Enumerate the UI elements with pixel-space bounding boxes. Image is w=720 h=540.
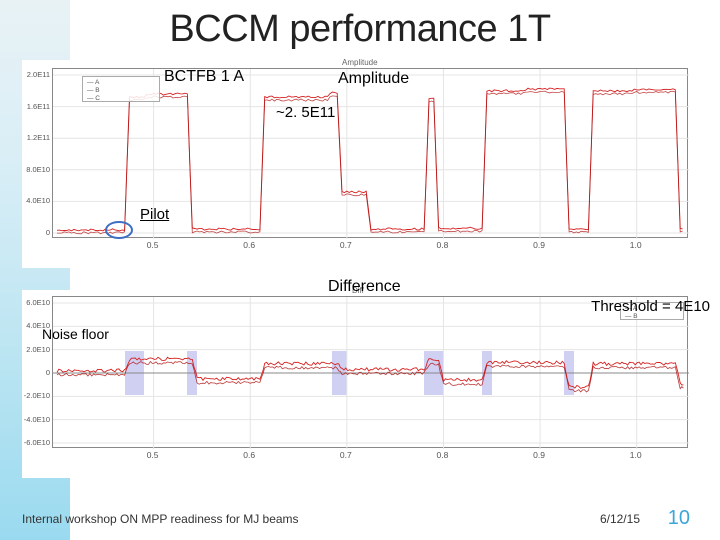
x-tick: 0.5 bbox=[133, 240, 173, 250]
y-tick: 8.0E10 bbox=[22, 165, 50, 174]
x-tick: 0.9 bbox=[519, 240, 559, 250]
x-tick: 0.8 bbox=[422, 450, 462, 460]
x-tick: 1.0 bbox=[616, 450, 656, 460]
y-tick: 0 bbox=[22, 368, 50, 377]
x-tick: 0.8 bbox=[422, 240, 462, 250]
y-tick: -6.0E10 bbox=[22, 438, 50, 447]
y-tick: 0 bbox=[22, 228, 50, 237]
y-tick: 4.0E10 bbox=[22, 196, 50, 205]
y-tick: 1.2E11 bbox=[22, 133, 50, 142]
amplitude-label: Amplitude bbox=[338, 70, 409, 88]
difference-chart: -6.0E10-4.0E10-2.0E1002.0E104.0E106.0E10… bbox=[22, 290, 698, 478]
slide-title: BCCM performance 1T bbox=[0, 8, 720, 51]
x-tick: 1.0 bbox=[616, 240, 656, 250]
pilot-label: Pilot bbox=[140, 206, 169, 223]
bctfb-label: BCTFB 1 A bbox=[164, 68, 244, 86]
difference-label: Difference bbox=[328, 278, 401, 296]
footer-date: 6/12/15 bbox=[600, 512, 640, 526]
y-tick: 2.0E11 bbox=[22, 70, 50, 79]
footer-text: Internal workshop ON MPP readiness for M… bbox=[22, 512, 299, 526]
y-tick: 6.0E10 bbox=[22, 298, 50, 307]
x-tick: 0.7 bbox=[326, 450, 366, 460]
x-tick: 0.9 bbox=[519, 450, 559, 460]
amp-chart-sublabel: Amplitude bbox=[342, 58, 378, 67]
pilot-circle bbox=[105, 221, 133, 239]
x-tick: 0.7 bbox=[326, 240, 366, 250]
y-tick: -2.0E10 bbox=[22, 391, 50, 400]
noise-floor-label: Noise floor bbox=[42, 326, 109, 342]
x-tick: 0.6 bbox=[229, 240, 269, 250]
x-tick: 0.6 bbox=[229, 450, 269, 460]
legend-box: — A— B— C bbox=[82, 76, 160, 102]
threshold-label: Threshold = 4E10 bbox=[591, 298, 710, 315]
y-tick: -4.0E10 bbox=[22, 415, 50, 424]
x-tick: 0.5 bbox=[133, 450, 173, 460]
approx-label: ~2. 5E11 bbox=[276, 104, 335, 121]
page-number: 10 bbox=[668, 507, 690, 530]
y-tick: 2.0E10 bbox=[22, 345, 50, 354]
y-tick: 1.6E11 bbox=[22, 102, 50, 111]
